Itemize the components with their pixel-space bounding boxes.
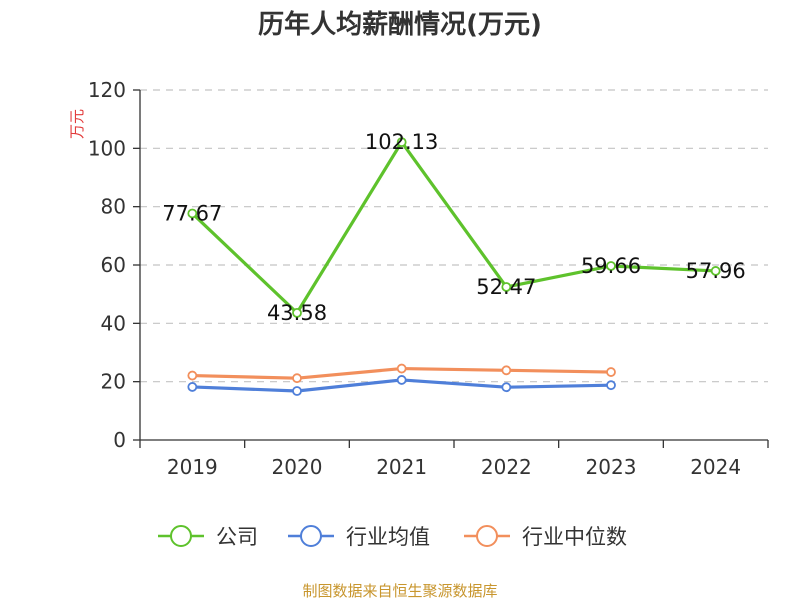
data-label-2024: 57.96 — [686, 259, 746, 283]
x-tick-label-2019: 2019 — [167, 455, 218, 479]
axes: 0 20 40 60 80 100 120 2019 2020 2021 2022 2023 2024 — [88, 78, 769, 479]
series-1-point-1 — [292, 386, 302, 396]
legend-marker-2 — [476, 525, 498, 547]
series-0-point-3 — [501, 282, 512, 292]
data-label-2022: 52.47 — [476, 275, 536, 299]
y-tick-label-120: 120 — [88, 78, 126, 102]
series-0-point-5 — [710, 266, 721, 276]
series-2-point-2 — [396, 363, 407, 374]
data-label-2019: 77.67 — [162, 201, 222, 225]
chart-title: 历年人均薪酬情况(万元) — [258, 9, 542, 40]
series-0-point-4 — [606, 261, 616, 271]
series-1-point-4 — [606, 380, 616, 391]
series-1-point-0 — [187, 382, 198, 392]
legend-marker-0 — [170, 525, 192, 547]
y-tick-label-60: 60 — [101, 253, 126, 277]
x-tick-label-2024: 2024 — [690, 455, 741, 479]
legend-label-2: 行业中位数 — [522, 525, 627, 549]
legend-label-0: 公司 — [216, 525, 258, 549]
series-2-point-1 — [292, 373, 302, 384]
series-2-point-4 — [606, 367, 616, 377]
series-2-point-0 — [187, 370, 198, 381]
series-lines — [187, 137, 721, 396]
x-tick-label-2023: 2023 — [586, 455, 637, 479]
legend-label-1: 行业均值 — [346, 525, 430, 549]
source-note: 制图数据来自恒生聚源数据库 — [302, 582, 497, 600]
legend-marker-1 — [300, 525, 322, 547]
series-1-point-3 — [501, 382, 512, 393]
x-tick-label-2021: 2021 — [376, 455, 427, 479]
y-tick-label-80: 80 — [101, 195, 126, 219]
data-label-2023: 59.66 — [581, 254, 641, 278]
y-tick-label-20: 20 — [101, 370, 126, 394]
series-2-point-3 — [501, 365, 512, 376]
data-label-2021: 102.13 — [365, 130, 438, 154]
series-0-point-0 — [187, 208, 198, 219]
grid-lines — [140, 89, 768, 383]
legend: 公司 行业均值 行业中位数 — [158, 525, 627, 549]
x-tick-label-2020: 2020 — [272, 455, 323, 479]
y-tick-label-100: 100 — [88, 136, 126, 160]
data-label-2020: 43.58 — [267, 301, 327, 325]
x-tick-label-2022: 2022 — [481, 455, 532, 479]
series-0-point-2 — [396, 137, 407, 148]
y-tick-label-40: 40 — [101, 311, 126, 335]
y-axis-unit-label: 万元 — [68, 109, 86, 139]
series-1-point-2 — [396, 375, 407, 385]
series-line-0 — [190, 140, 718, 315]
data-labels: 77.67 43.58 102.13 52.47 59.66 57.96 — [162, 130, 745, 325]
y-tick-label-0: 0 — [113, 428, 126, 452]
series-0-point-1 — [292, 307, 302, 318]
